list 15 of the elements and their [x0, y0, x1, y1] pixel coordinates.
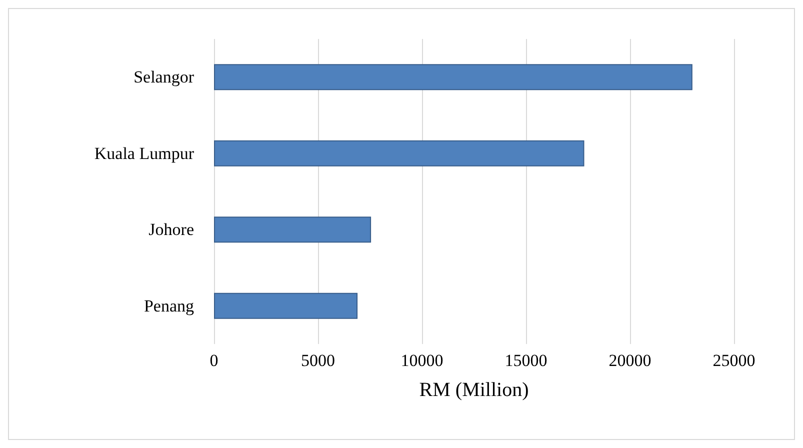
y-tick-label: Selangor — [134, 68, 194, 87]
x-tick-label: 5000 — [301, 351, 335, 370]
x-tick-label: 10000 — [400, 351, 444, 370]
bar — [214, 216, 372, 243]
y-tick-label: Kuala Lumpur — [94, 144, 194, 163]
y-tick-label: Penang — [144, 296, 194, 316]
x-tick-label: 0 — [210, 351, 218, 370]
x-tick-label: 15000 — [504, 351, 548, 370]
bar — [214, 292, 358, 319]
x-axis-title: RM (Million) — [419, 379, 529, 401]
x-tick-label: 20000 — [608, 351, 652, 370]
x-tick-label: 25000 — [712, 351, 756, 370]
y-tick-label: Johore — [148, 220, 194, 240]
bar — [214, 64, 692, 90]
bar — [214, 140, 584, 166]
